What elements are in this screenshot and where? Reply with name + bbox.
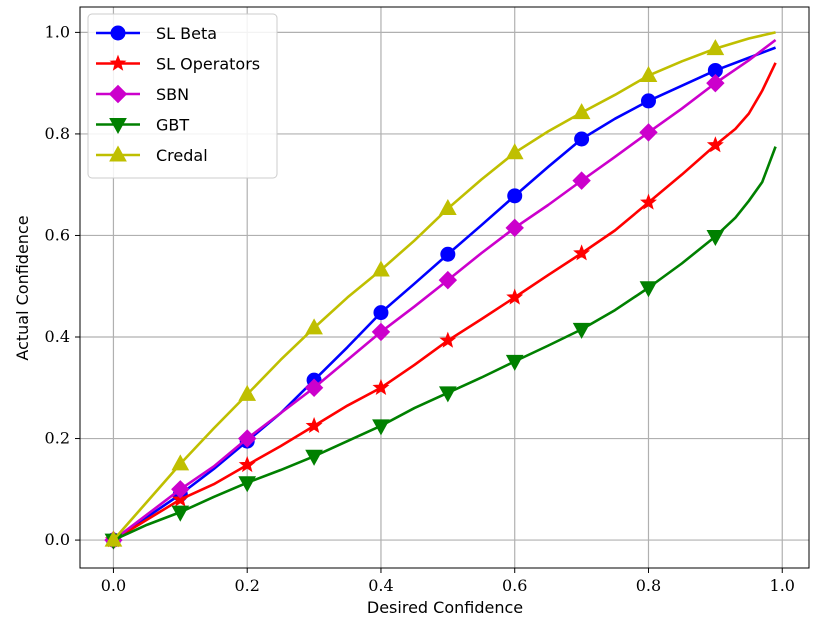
legend-label: SBN: [156, 85, 189, 104]
data-point: [305, 449, 323, 466]
data-point: [706, 229, 725, 247]
series-gbt: [104, 146, 777, 550]
y-tick-label: 1.0: [45, 22, 70, 41]
data-point: [640, 93, 656, 109]
data-point: [572, 322, 591, 339]
data-point: [305, 318, 323, 335]
data-point: [706, 136, 724, 153]
data-point: [237, 429, 257, 448]
data-point: [706, 73, 725, 93]
series-sl-operators: [104, 62, 777, 548]
data-point: [639, 66, 658, 83]
data-point: [572, 103, 591, 120]
data-point: [507, 188, 523, 204]
data-point: [440, 246, 456, 262]
data-point: [573, 244, 591, 261]
data-point: [506, 288, 524, 305]
data-point: [706, 39, 725, 56]
x-tick-label: 0.2: [234, 576, 259, 595]
axis-ticks: 0.0 0.2 0.4 0.6 0.8 1.0 0.0 0.2 0.4 0.6 0.8 1.0: [45, 22, 795, 595]
data-point: [505, 218, 524, 238]
data-point: [238, 456, 256, 473]
data-point: [171, 490, 189, 507]
series-sbn: [104, 38, 777, 550]
y-tick-label: 0.8: [45, 124, 70, 143]
y-tick-label: 0.4: [45, 327, 70, 346]
data-point: [438, 386, 457, 403]
data-point: [372, 419, 390, 436]
legend-swatch-marker: [109, 145, 127, 162]
plot-frame: [79, 6, 810, 569]
y-tick-label: 0.2: [45, 429, 70, 448]
data-point: [572, 171, 591, 190]
data-point: [371, 322, 391, 342]
legend-swatch-marker: [110, 25, 126, 41]
data-point: [372, 378, 390, 395]
legend-swatch-marker: [108, 84, 128, 104]
data-point: [171, 454, 190, 471]
legend-swatch-marker: [109, 118, 127, 135]
data-point: [438, 199, 457, 216]
data-point: [639, 281, 658, 298]
data-point: [438, 270, 458, 290]
data-point: [305, 416, 323, 434]
series-layer: [104, 31, 777, 550]
data-point: [640, 193, 657, 210]
legend-label: SL Operators: [156, 55, 260, 74]
data-point: [238, 384, 257, 401]
data-point: [373, 305, 389, 321]
data-point: [104, 530, 123, 547]
data-point: [238, 476, 257, 493]
legend-label: GBT: [156, 116, 189, 135]
data-point: [574, 131, 590, 147]
x-axis-label: Desired Confidence: [367, 598, 523, 617]
x-tick-label: 1.0: [770, 576, 795, 595]
legend-label: SL Beta: [156, 24, 217, 43]
data-point: [439, 331, 457, 348]
x-tick-label: 0.0: [101, 576, 126, 595]
legend: SL Beta SL Operators SBN GBT Credal: [87, 13, 278, 179]
data-point: [639, 123, 658, 142]
x-tick-label: 0.6: [502, 576, 527, 595]
x-tick-label: 0.4: [368, 576, 393, 595]
grid-lines: [80, 7, 809, 568]
data-point: [505, 354, 524, 371]
legend-swatch-marker: [109, 54, 127, 71]
y-axis-label: Actual Confidence: [13, 215, 32, 360]
data-point: [171, 505, 190, 522]
data-point: [505, 143, 524, 160]
series-credal: [104, 31, 776, 547]
series-line: [112, 62, 777, 542]
legend-box: [87, 13, 278, 179]
data-point: [372, 260, 390, 277]
legend-label: Credal: [156, 146, 208, 165]
y-tick-label: 0.0: [45, 530, 70, 549]
data-point: [304, 378, 324, 397]
y-tick-label: 0.6: [45, 225, 70, 244]
x-tick-label: 0.8: [636, 576, 661, 595]
data-point: [171, 480, 190, 499]
